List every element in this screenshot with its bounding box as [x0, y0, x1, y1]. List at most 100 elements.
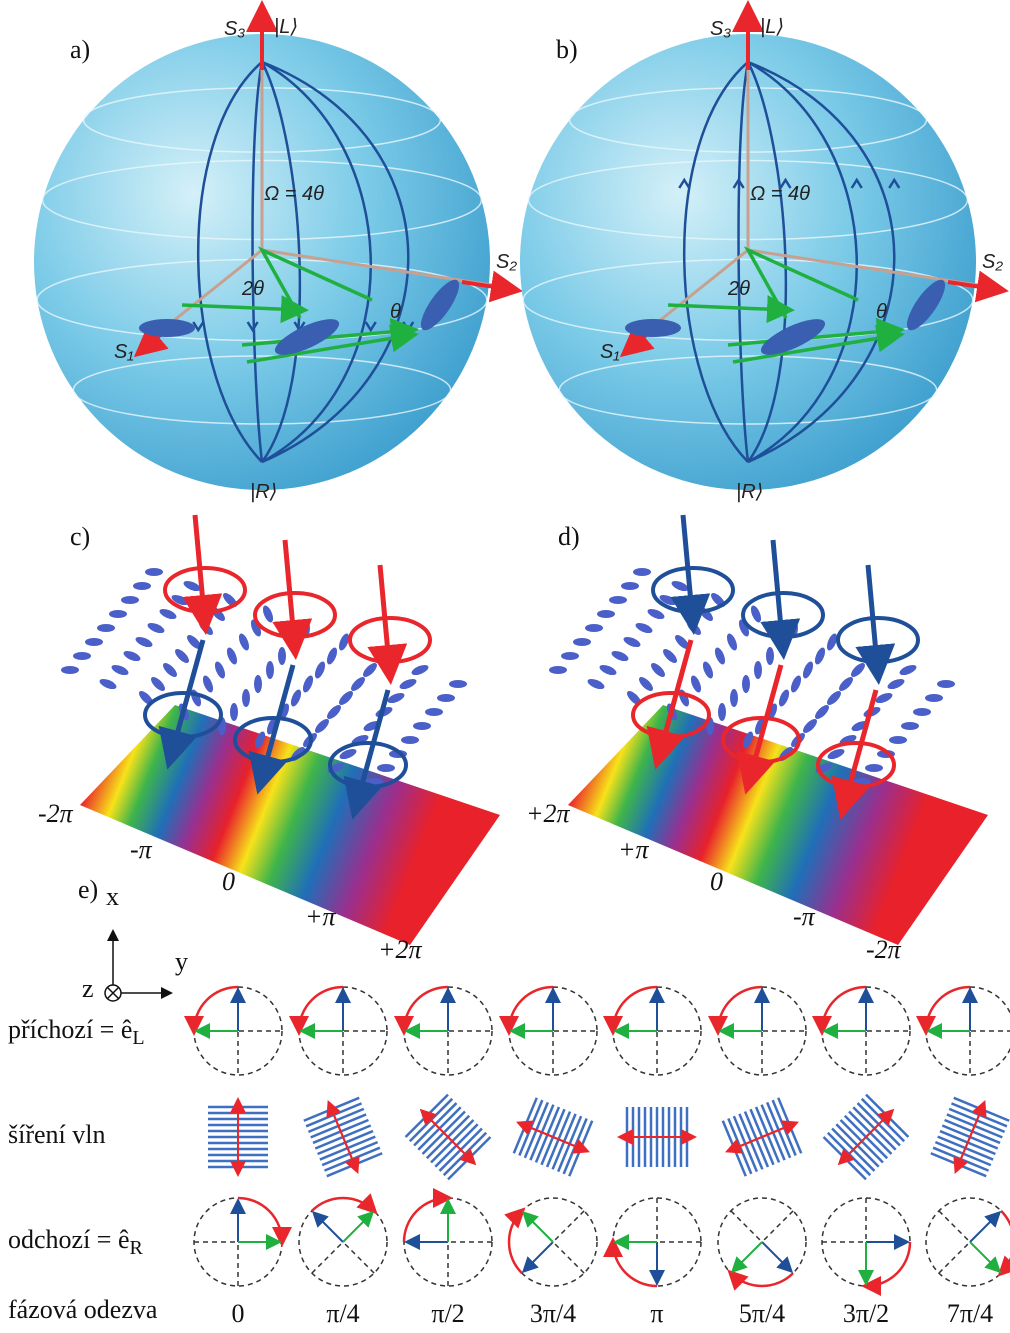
nanoantenna — [237, 632, 251, 652]
nanoantenna — [901, 722, 919, 730]
phase-tick-label: -2π — [38, 799, 74, 828]
phase-tick-label: +π — [305, 902, 337, 931]
nanoantenna — [718, 703, 726, 721]
rotation-arc — [613, 1242, 657, 1286]
rotation-arc — [718, 987, 762, 1031]
nanoantenna — [701, 660, 715, 680]
nanoantenna — [313, 660, 327, 680]
rotation-arc — [731, 1273, 793, 1286]
metasurface-panel — [61, 515, 500, 945]
nanoantenna — [622, 635, 642, 649]
nanoantenna — [813, 703, 831, 721]
nanoantenna — [301, 674, 315, 694]
nanoantenna — [549, 666, 567, 674]
nanoantenna — [401, 736, 419, 744]
dashed-axes — [312, 1242, 374, 1273]
nanoantenna — [146, 621, 166, 635]
nanoantenna — [361, 661, 379, 679]
rotation-arc — [194, 987, 238, 1031]
field-vector — [734, 1242, 762, 1270]
nanoantenna — [633, 568, 651, 576]
nanoantenna — [325, 646, 339, 666]
nanoantenna — [254, 675, 262, 693]
nanoantenna — [145, 568, 163, 576]
row-label-subscript: R — [130, 1237, 144, 1259]
axis-label: S₁ — [114, 341, 134, 363]
nanoantenna — [121, 596, 139, 604]
nanoantenna — [865, 764, 883, 772]
nanoantenna — [158, 607, 178, 621]
angle-label: 2θ — [727, 278, 750, 300]
polarization-ellipse — [625, 319, 681, 337]
rotation-arc — [926, 987, 970, 1031]
nanoantenna — [410, 663, 430, 677]
nanoantenna — [585, 624, 603, 632]
nanoantenna — [825, 689, 843, 707]
row-label: fázová odezva — [8, 1295, 158, 1324]
wave-pattern — [302, 1092, 385, 1181]
field-vector — [343, 1214, 371, 1242]
nanoantenna — [898, 663, 918, 677]
dashed-axes — [731, 1211, 793, 1242]
metasurface-panel — [549, 515, 988, 945]
nanoantenna — [649, 661, 667, 679]
axis-label: y — [175, 947, 188, 976]
nanoantenna — [598, 663, 618, 677]
nanoantenna — [937, 680, 955, 688]
panel-label: e) — [78, 875, 98, 904]
nanoantenna — [261, 604, 275, 624]
phase-label: 5π/4 — [739, 1299, 785, 1328]
phase-tick-label: -2π — [866, 935, 902, 964]
nanoantenna — [61, 666, 79, 674]
nanoantenna — [413, 722, 431, 730]
wave-pattern — [208, 1101, 268, 1173]
nanoantenna — [242, 689, 250, 707]
rotation-arc — [509, 1211, 522, 1273]
angle-label: Ω = 4θ — [750, 183, 810, 205]
axis-label: S₃ — [224, 18, 245, 40]
rotation-arc — [613, 987, 657, 1031]
angle-label: Ω = 4θ — [264, 183, 324, 205]
rotation-arc — [404, 987, 448, 1031]
nanoantenna — [73, 652, 91, 660]
phase-tick-label: 0 — [710, 867, 723, 896]
rotation-arc — [404, 1198, 448, 1242]
wave-pattern — [929, 1092, 1010, 1181]
nanoantenna — [801, 660, 815, 680]
wave-pattern — [508, 1096, 597, 1179]
field-vector — [525, 1242, 553, 1270]
nanoantenna — [742, 675, 750, 693]
field-vector — [970, 1214, 998, 1242]
nanoantenna — [925, 694, 943, 702]
bloch-sphere — [520, 8, 1001, 490]
nanoantenna — [913, 708, 931, 716]
nanoantenna — [837, 675, 855, 693]
nanoantenna — [586, 677, 606, 691]
nanoantenna — [173, 647, 191, 665]
rotation-arc — [238, 1198, 282, 1242]
axis-label: z — [82, 974, 94, 1003]
ket-label: |R⟩ — [736, 481, 763, 503]
nanoantenna — [889, 736, 907, 744]
row-label: odchozí = êR — [8, 1225, 144, 1259]
phase-label: π/2 — [431, 1299, 464, 1328]
phase-tick-label: +π — [618, 835, 650, 864]
nanoantenna — [449, 680, 467, 688]
nanoantenna — [109, 610, 127, 618]
phase-label: 0 — [232, 1299, 245, 1328]
phase-label: 7π/4 — [947, 1299, 993, 1328]
nanoantenna — [337, 689, 355, 707]
wave-pattern — [401, 1090, 494, 1183]
rotation-arc — [822, 987, 866, 1031]
row-label: šíření vln — [8, 1120, 106, 1149]
nanoantenna — [597, 610, 615, 618]
rotation-arc — [299, 987, 343, 1031]
nanoantenna — [789, 674, 803, 694]
nanoantenna — [689, 674, 703, 694]
angle-label: θ — [876, 301, 887, 323]
phase-tick-label: -π — [793, 902, 816, 931]
axis-label: S₂ — [982, 251, 1003, 273]
nanoantenna — [161, 661, 179, 679]
row-label-subscript: L — [132, 1027, 144, 1049]
nanoantenna — [749, 604, 763, 624]
